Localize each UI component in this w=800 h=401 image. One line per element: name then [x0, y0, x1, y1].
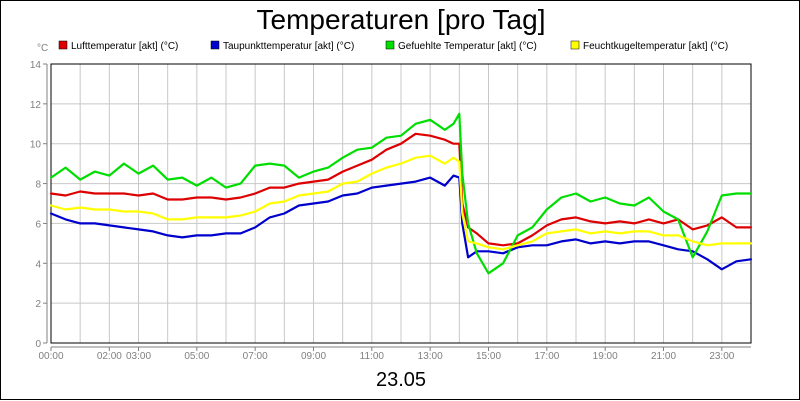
axes — [46, 63, 752, 348]
series-group — [49, 112, 753, 275]
grid — [50, 63, 752, 344]
x-tick-label: 21:00 — [651, 351, 676, 362]
x-tick-label: 13:00 — [418, 351, 443, 362]
y-tick-label: 4 — [35, 259, 41, 270]
chart-title: Temperaturen [pro Tag] — [257, 4, 546, 35]
x-tick-label: 15:00 — [476, 351, 501, 362]
x-tick-label: 05:00 — [184, 351, 209, 362]
legend-label-3: Gefuehlte Temperatur [akt] (°C) — [398, 41, 537, 52]
legend-label-4: Feuchtkugeltemperatur [akt] (°C) — [583, 41, 728, 52]
x-tick-label: 00:00 — [38, 351, 63, 362]
date-label: 23.05 — [376, 369, 426, 391]
legend-label-1: Lufttemperatur [akt] (°C) — [71, 41, 178, 52]
legend: Lufttemperatur [akt] (°C) Taupunkttempera… — [58, 40, 728, 52]
tick-labels: 0 2 4 6 8 10 12 14 00:00 02:00 03:00 05:00 07:00 09:0… — [30, 60, 735, 362]
x-tick-label: 17:00 — [534, 351, 559, 362]
legend-label-2: Taupunkttemperatur [akt] (°C) — [223, 41, 354, 52]
y-tick-label: 2 — [35, 299, 41, 310]
series-line-2 — [49, 174, 753, 271]
y-tick-label: 0 — [35, 339, 41, 350]
x-tick-label: 02:00 — [97, 351, 122, 362]
series-line-3 — [49, 112, 753, 275]
legend-swatch-4 — [570, 40, 580, 50]
x-tick-label: 07:00 — [243, 351, 268, 362]
x-tick-label: 03:00 — [126, 351, 151, 362]
x-tick-label: 09:00 — [301, 351, 326, 362]
y-tick-label: 6 — [35, 219, 41, 230]
y-tick-label: 14 — [30, 60, 42, 71]
y-tick-label: 10 — [30, 140, 42, 151]
series-line-1 — [49, 132, 753, 247]
y-tick-label: 12 — [30, 100, 42, 111]
x-tick-label: 23:00 — [709, 351, 734, 362]
legend-swatch-2 — [210, 40, 220, 50]
plot-area-border — [50, 63, 752, 344]
y-unit-label: °C — [37, 43, 48, 54]
x-tick-label: 19:00 — [593, 351, 618, 362]
legend-swatch-3 — [385, 40, 395, 50]
series-line-4 — [49, 154, 753, 251]
y-tick-label: 8 — [35, 180, 41, 191]
legend-swatch-1 — [58, 40, 68, 50]
x-tick-label: 11:00 — [360, 351, 385, 362]
